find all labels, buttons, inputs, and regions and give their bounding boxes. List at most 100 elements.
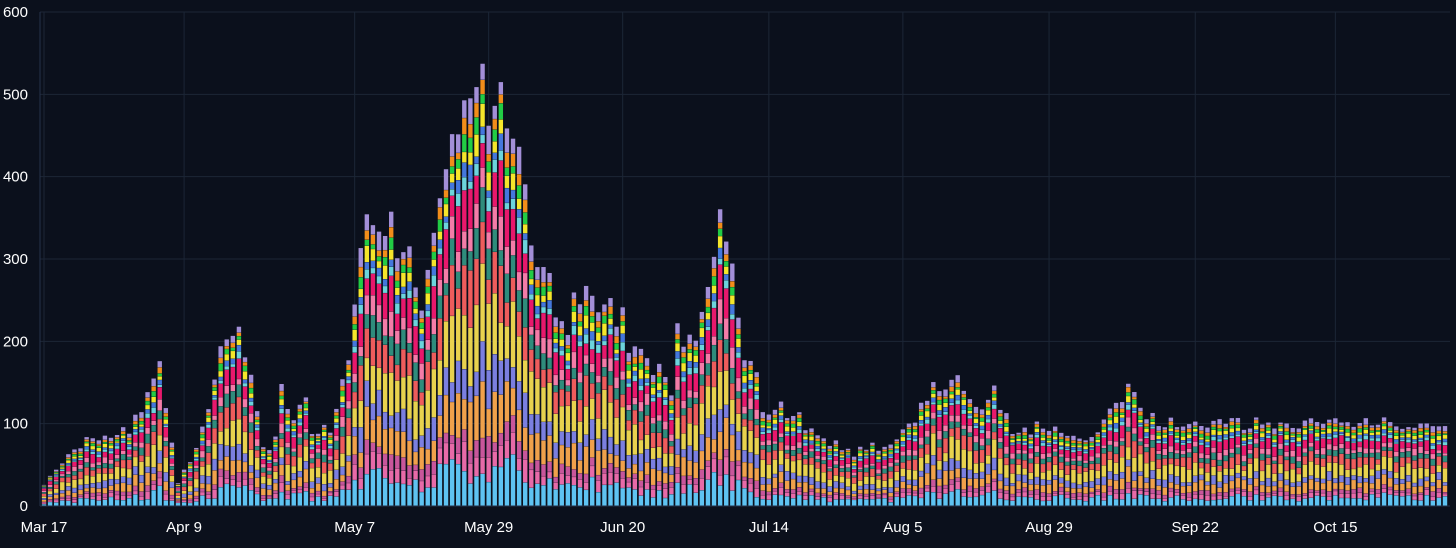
- bar-segment: [78, 479, 83, 485]
- bars: [41, 63, 1448, 506]
- bar-segment: [1022, 475, 1027, 483]
- bar-segment: [419, 469, 424, 481]
- bar-segment: [1314, 478, 1320, 482]
- bar-segment: [693, 450, 698, 463]
- bar-segment: [1412, 433, 1417, 436]
- bar-segment: [632, 357, 638, 364]
- bar-segment: [236, 332, 242, 336]
- bar-segment: [949, 379, 954, 387]
- bar-segment: [224, 394, 229, 408]
- bar-segment: [364, 245, 370, 263]
- bar-segment: [1357, 467, 1362, 477]
- bar-segment: [870, 463, 875, 466]
- bar-segment: [1107, 430, 1113, 441]
- bar-segment: [1016, 492, 1021, 497]
- bar-segment: [370, 442, 376, 452]
- bar-segment: [687, 480, 692, 485]
- bar-segment: [1071, 469, 1076, 483]
- bar-segment: [870, 446, 875, 449]
- bar-segment: [1351, 443, 1356, 450]
- bar-segment: [839, 495, 845, 500]
- bar-segment: [157, 367, 162, 374]
- bar-segment: [315, 441, 321, 443]
- bar-segment: [163, 427, 169, 437]
- bar-segment: [273, 447, 278, 450]
- bar-segment: [443, 197, 449, 204]
- bar-segment: [468, 483, 473, 506]
- bar-segment: [937, 460, 942, 470]
- bar-segment: [1046, 430, 1052, 436]
- bar-segment: [979, 438, 985, 446]
- bar-segment: [108, 492, 114, 497]
- bar-segment: [1278, 435, 1283, 444]
- bar-segment: [985, 455, 991, 464]
- bar-segment: [474, 203, 479, 229]
- bar-segment: [547, 461, 552, 472]
- bar-segment: [784, 426, 790, 432]
- bar-segment: [1333, 483, 1338, 489]
- bar-segment: [851, 498, 857, 500]
- bar-segment: [529, 349, 534, 372]
- bar-segment: [1010, 459, 1015, 464]
- bar-segment: [1314, 426, 1320, 430]
- bar-segment: [931, 397, 936, 402]
- bar-segment: [96, 495, 102, 501]
- bar-segment: [468, 189, 473, 229]
- bar-segment: [163, 416, 169, 420]
- bar-segment: [66, 460, 71, 463]
- bar-segment: [1351, 498, 1356, 506]
- bar-segment: [1412, 483, 1417, 487]
- bar-segment: [413, 439, 418, 452]
- bar-segment: [419, 318, 424, 323]
- bar-segment: [711, 472, 717, 506]
- bar-segment: [791, 424, 796, 428]
- bar-segment: [596, 480, 601, 492]
- bar-segment: [632, 397, 638, 405]
- bar-segment: [1394, 462, 1399, 473]
- bar-segment: [608, 318, 613, 325]
- bar-segment: [1132, 413, 1137, 428]
- bar-segment: [346, 455, 351, 462]
- bar-segment: [638, 363, 644, 370]
- bar-segment: [376, 340, 382, 368]
- bar-segment: [529, 279, 534, 285]
- bar-segment: [303, 491, 309, 506]
- bar-segment: [1217, 441, 1222, 453]
- bar-segment: [72, 459, 77, 461]
- bar-segment: [669, 487, 674, 495]
- bar-segment: [821, 449, 826, 450]
- bar-segment: [1442, 431, 1448, 434]
- bar-segment: [285, 499, 290, 506]
- bar-segment: [1260, 460, 1265, 471]
- bar-segment: [376, 256, 382, 261]
- bar-segment: [1083, 442, 1088, 444]
- bar-segment: [1168, 464, 1174, 475]
- bar-segment: [504, 421, 510, 441]
- bar-segment: [1034, 452, 1040, 457]
- bar-segment: [851, 462, 857, 463]
- bar-segment: [157, 435, 162, 451]
- bar-segment: [1290, 487, 1295, 495]
- bar-segment: [1156, 469, 1161, 480]
- bar-segment: [845, 448, 851, 451]
- bar-segment: [486, 154, 491, 162]
- bar-segment: [1339, 427, 1344, 430]
- bar-segment: [1387, 427, 1393, 431]
- bar-segment: [1320, 496, 1326, 506]
- bar-segment: [815, 446, 820, 449]
- bar-segment: [851, 483, 857, 491]
- bar-segment: [1302, 434, 1308, 437]
- bar-segment: [1065, 474, 1070, 481]
- bar-segment: [650, 394, 656, 398]
- bar-segment: [218, 476, 223, 488]
- bar-segment: [687, 407, 692, 424]
- bar-segment: [864, 449, 869, 451]
- bar-segment: [273, 445, 278, 447]
- bar-segment: [346, 408, 351, 418]
- bar-segment: [724, 449, 729, 457]
- bar-segment: [114, 467, 120, 480]
- bar-segment: [1168, 421, 1174, 426]
- bar-segment: [998, 442, 1003, 449]
- bar-segment: [1369, 494, 1375, 506]
- bar-segment: [858, 480, 863, 486]
